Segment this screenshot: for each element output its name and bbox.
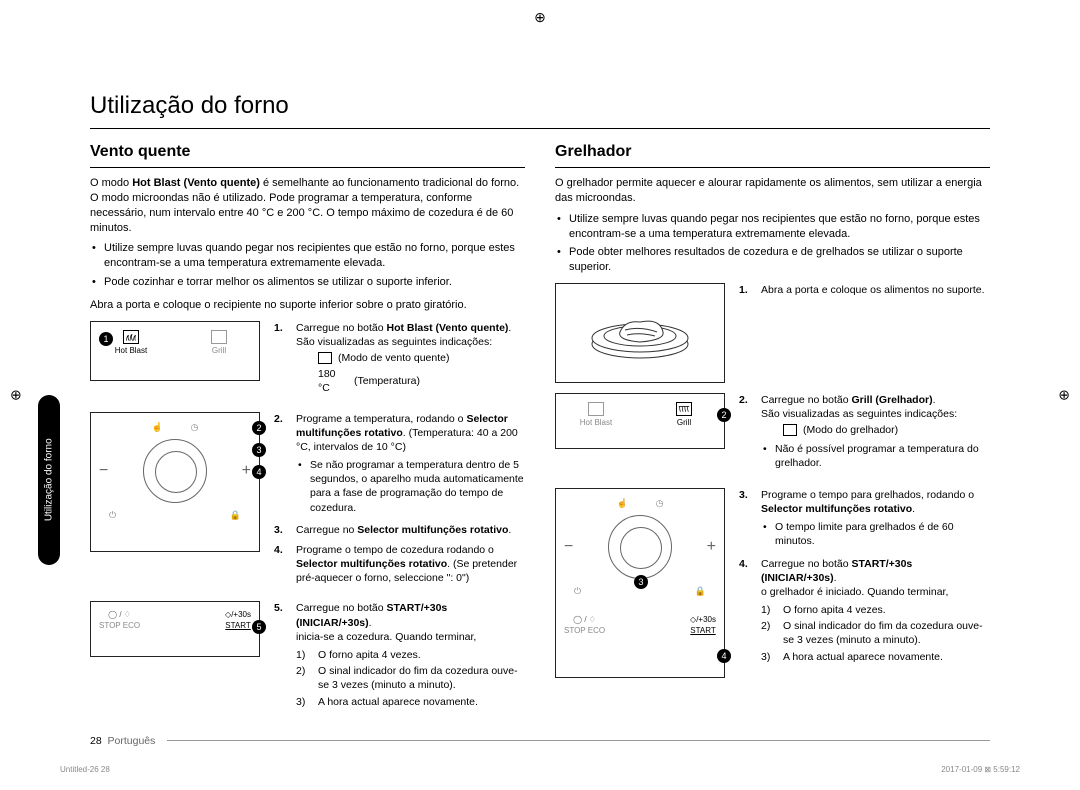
- intro-grelhador: O grelhador permite aquecer e alourar ra…: [555, 176, 990, 206]
- panel-figure-3: ◯ / ♢ STOP ECO ◇/+30s START 5: [90, 601, 260, 657]
- minus-icon: −: [99, 460, 108, 482]
- step-5: Carregue no botão START/+30s (INICIAR/+3…: [274, 601, 525, 708]
- section-heading-grelhador: Grelhador: [555, 141, 990, 168]
- title-rule: [90, 128, 990, 129]
- page-footer: 28 Português: [90, 734, 990, 748]
- bullet: Utilize sempre luvas quando pegar nos re…: [555, 212, 990, 242]
- step-3: Carregue no Selector multifunções rotati…: [274, 523, 525, 537]
- lock-icon: 🔒: [230, 509, 241, 521]
- step-r2: Carregue no botão Grill (Grelhador). São…: [739, 393, 990, 470]
- lock-icon: 🔒: [695, 585, 706, 597]
- power-icon: ⏻: [109, 509, 116, 521]
- plus-icon: +: [242, 460, 251, 482]
- step-r4: Carregue no botão START/+30s (INICIAR/+3…: [739, 557, 990, 664]
- panel-figure-2: ☝ ◷ − + ⏻ 🔒 2 3 4: [90, 412, 260, 552]
- print-footer: Untitled-26 28 2017-01-09 ⊠ 5:59:12: [60, 765, 1020, 776]
- step-4: Programe o tempo de cozedura rodando o S…: [274, 543, 525, 586]
- callout-5: 5: [252, 620, 266, 634]
- panel-figure-r2: Hot Blast Grill 2: [555, 393, 725, 449]
- grill-mode-icon: [783, 424, 797, 436]
- panel-figure-r3: ☝ ◷ − + ⏻ 🔒 ◯ / ♢: [555, 488, 725, 678]
- bullet: Pode cozinhar e torrar melhor os aliment…: [90, 275, 525, 290]
- left-column: Vento quente O modo Hot Blast (Vento que…: [90, 141, 525, 724]
- bullet: Pode obter melhores resultados de cozedu…: [555, 245, 990, 275]
- bullet: Utilize sempre luvas quando pegar nos re…: [90, 241, 525, 271]
- clock-icon: ◷: [191, 421, 199, 433]
- step-r3: Programe o tempo para grelhados, rodando…: [739, 488, 990, 549]
- section-heading-vento: Vento quente: [90, 141, 525, 168]
- callout-r2: 2: [717, 408, 731, 422]
- bullets-grelhador: Utilize sempre luvas quando pegar nos re…: [555, 212, 990, 275]
- hotblast-control-icon: Hot Blast: [107, 330, 155, 357]
- hand-icon: ☝: [151, 421, 162, 433]
- plus-icon: +: [707, 536, 716, 558]
- grill-control-icon: Grill: [660, 402, 708, 429]
- step-2: Programe a temperatura, rodando o Select…: [274, 412, 525, 515]
- start-icon: ◇/+30s START: [690, 615, 716, 637]
- callout-1: 1: [99, 332, 113, 346]
- step-1: Carregue no botão Hot Blast (Vento quent…: [274, 321, 525, 396]
- grill-control-icon: Grill: [195, 330, 243, 357]
- panel-figure-1: Hot Blast Grill 1: [90, 321, 260, 381]
- dial-icon: [608, 515, 672, 579]
- right-column: Grelhador O grelhador permite aquecer e …: [555, 141, 990, 724]
- hotblast-control-icon: Hot Blast: [572, 402, 620, 429]
- start-icon: ◇/+30s START: [225, 610, 251, 632]
- clock-icon: ◷: [656, 497, 664, 509]
- stop-eco-icon: ◯ / ♢ STOP ECO: [564, 615, 605, 637]
- pre-step: Abra a porta e coloque o recipiente no s…: [90, 298, 525, 313]
- bullets-vento: Utilize sempre luvas quando pegar nos re…: [90, 241, 525, 290]
- hand-icon: ☝: [616, 497, 627, 509]
- callout-4: 4: [252, 465, 266, 479]
- callout-2: 2: [252, 421, 266, 435]
- mode-icon: [318, 352, 332, 364]
- callout-r3: 3: [634, 575, 648, 589]
- food-on-rack-icon: [585, 302, 695, 362]
- page-title: Utilização do forno: [90, 90, 990, 122]
- minus-icon: −: [564, 536, 573, 558]
- stop-eco-icon: ◯ / ♢ STOP ECO: [99, 610, 140, 632]
- power-icon: ⏻: [574, 585, 581, 597]
- callout-r4: 4: [717, 649, 731, 663]
- dial-icon: [143, 439, 207, 503]
- step-r1: Abra a porta e coloque os alimentos no s…: [739, 283, 990, 297]
- food-figure: [555, 283, 725, 383]
- intro-vento: O modo Hot Blast (Vento quente) é semelh…: [90, 176, 525, 235]
- callout-3: 3: [252, 443, 266, 457]
